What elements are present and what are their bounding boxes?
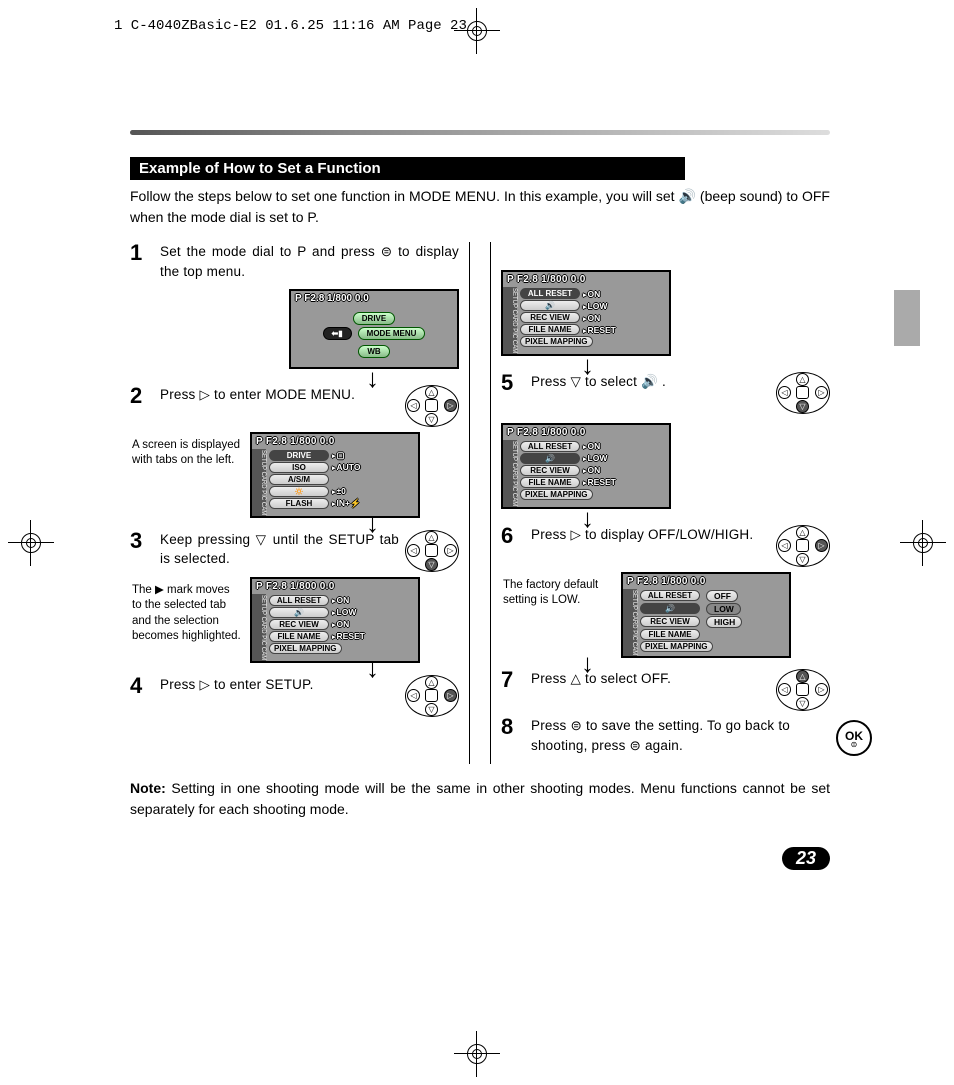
step-6-note: The factory default setting is LOW. [503, 578, 613, 609]
step-number: 3 [130, 530, 152, 552]
step-text: Press ⊜ to save the setting. To go back … [531, 716, 830, 755]
step-number: 7 [501, 669, 523, 691]
step-number: 5 [501, 372, 523, 394]
arrow-pad-icon: △▽ ◁▷ [405, 530, 459, 572]
lcd-setup-entered: P F2.8 1/800 0.0 SETUP CARD PIC CAM ALL … [501, 270, 830, 356]
step-2-note: A screen is displayed with tabs on the l… [132, 438, 242, 469]
step-text: Press ▷ to enter MODE MENU. [160, 385, 355, 405]
right-column: P F2.8 1/800 0.0 SETUP CARD PIC CAM ALL … [490, 242, 830, 764]
arrow-pad-icon: △▽ ◁▷ [776, 372, 830, 414]
arrow-pad-icon: △▽ ◁▷ [776, 525, 830, 567]
lcd-off-low-high: P F2.8 1/800 0.0 SETUP CARD PIC CAM ALL … [621, 572, 791, 658]
registration-mark-icon [900, 520, 946, 566]
print-header: 1 C-4040ZBasic-E2 01.6.25 11:16 AM Page … [114, 18, 467, 34]
registration-mark-icon [454, 8, 500, 54]
top-menu-wb: WB [358, 345, 389, 358]
thumb-tab [894, 290, 920, 346]
footnote: Note: Setting in one shooting mode will … [130, 778, 830, 820]
page-number: 23 [782, 847, 830, 870]
top-menu-drive: DRIVE [353, 312, 395, 325]
step-number: 6 [501, 525, 523, 547]
step-number: 2 [130, 385, 152, 407]
divider [130, 130, 830, 135]
step-5: 5 Press ▽ to select 🔊 . [501, 372, 770, 394]
registration-mark-icon [454, 1031, 500, 1077]
ok-button-icon: OK⊜ [836, 720, 872, 756]
left-column: 1 Set the mode dial to P and press ⊜ to … [130, 242, 470, 764]
top-menu-mode-menu: MODE MENU [358, 327, 426, 340]
step-number: 1 [130, 242, 152, 264]
intro-text: Follow the steps below to set one functi… [130, 186, 830, 228]
lcd-mode-menu: P F2.8 1/800 0.0 SETUP CARD PIC CAM DRIV… [250, 432, 420, 518]
lcd-top-menu: P F2.8 1/800 0.0 DRIVE ⬅▮ MODE MENU WB [130, 289, 459, 369]
step-text: Press ▷ to enter SETUP. [160, 675, 314, 695]
top-menu-left: ⬅▮ [323, 327, 352, 340]
step-number: 8 [501, 716, 523, 738]
step-text: Set the mode dial to P and press ⊜ to di… [160, 242, 459, 281]
step-text: Press △ to select OFF. [531, 669, 671, 689]
step-2: 2 Press ▷ to enter MODE MENU. [130, 385, 399, 407]
step-8: 8 Press ⊜ to save the setting. To go bac… [501, 716, 830, 755]
step-3: 3 Keep pressing ▽ until the SETUP tab is… [130, 530, 399, 569]
registration-mark-icon [8, 520, 54, 566]
page-content: Example of How to Set a Function Follow … [130, 130, 830, 820]
arrow-pad-icon: △▽ ◁▷ [405, 675, 459, 717]
step-3-note: The ▶ mark moves to the selected tab and… [132, 583, 242, 645]
step-4: 4 Press ▷ to enter SETUP. [130, 675, 399, 697]
step-text: Keep pressing ▽ until the SETUP tab is s… [160, 530, 399, 569]
step-text: Press ▷ to display OFF/LOW/HIGH. [531, 525, 753, 545]
step-number: 4 [130, 675, 152, 697]
arrow-pad-icon: △▽ ◁▷ [405, 385, 459, 427]
arrow-pad-icon: △▽ ◁▷ [776, 669, 830, 711]
step-7: 7 Press △ to select OFF. [501, 669, 770, 691]
step-6: 6 Press ▷ to display OFF/LOW/HIGH. [501, 525, 770, 547]
lcd-beep-selected: P F2.8 1/800 0.0 SETUP CARD PIC CAM ALL … [501, 423, 830, 509]
section-title: Example of How to Set a Function [130, 157, 685, 180]
step-text: Press ▽ to select 🔊 . [531, 372, 666, 392]
lcd-setup-tab: P F2.8 1/800 0.0 SETUP CARD PIC CAM ALL … [250, 577, 420, 663]
lcd-header: P F2.8 1/800 0.0 [291, 291, 457, 306]
step-1: 1 Set the mode dial to P and press ⊜ to … [130, 242, 459, 281]
